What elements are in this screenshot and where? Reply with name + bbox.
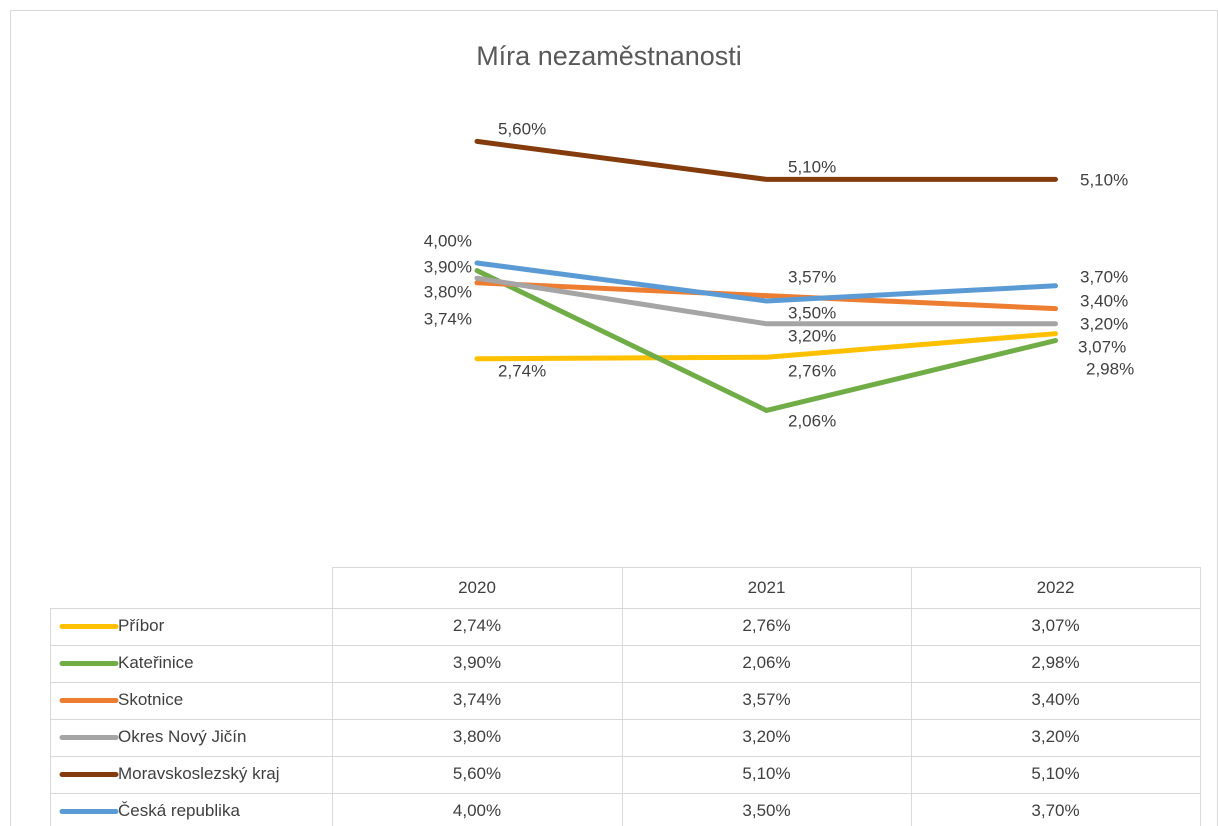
chart-frame [10,10,1218,826]
chart-title: Míra nezaměstnanosti [476,41,742,71]
data-label: 5,10% [1080,170,1128,189]
data-label: 2,98% [1086,359,1134,378]
table-cell: 3,20% [1031,727,1079,746]
data-label: 3,07% [1078,337,1126,356]
table-cell: 3,90% [453,653,501,672]
table-cell: 3,74% [453,690,501,709]
data-label: 2,06% [788,411,836,430]
data-label: 3,50% [788,303,836,322]
line-series [474,260,1058,304]
legend-label: Skotnice [118,690,183,709]
data-label: 2,76% [788,361,836,380]
table-cell: 3,57% [742,690,790,709]
data-label: 5,60% [498,119,546,138]
table-cell: 3,70% [1031,801,1079,820]
data-label: 3,20% [788,326,836,345]
data-label: 4,00% [424,231,472,250]
line-series [474,138,1058,182]
table-cell: 2,98% [1031,653,1079,672]
table-cell: 4,00% [453,801,501,820]
legend-label: Okres Nový Jičín [118,727,246,746]
legend-label: Moravskoslezský kraj [118,764,280,783]
data-label: 3,40% [1080,291,1128,310]
table-cell: 3,50% [742,801,790,820]
table-cell: 2,76% [742,616,790,635]
table-cell: 5,60% [453,764,501,783]
legend-label: Kateřinice [118,653,194,672]
data-label: 5,10% [788,157,836,176]
line-series [474,280,1058,312]
table-cell: 2,74% [453,616,501,635]
x-tick-label: 2020 [458,578,496,597]
table-cell: 3,20% [742,727,790,746]
table-cell: 2,06% [742,653,790,672]
table-cell: 3,80% [453,727,501,746]
data-label: 3,70% [1080,267,1128,286]
table-cell: 3,07% [1031,616,1079,635]
data-label: 2,74% [498,361,546,380]
line-series [474,268,1058,413]
line-series [474,331,1058,362]
data-label: 3,57% [788,267,836,286]
table-cell: 5,10% [742,764,790,783]
data-label: 3,90% [424,257,472,276]
x-tick-label: 2021 [748,578,786,597]
data-label: 3,74% [424,309,472,328]
data-label: 3,80% [424,282,472,301]
x-tick-label: 2022 [1037,578,1075,597]
table-cell: 3,40% [1031,690,1079,709]
data-label: 3,20% [1080,314,1128,333]
legend-label: Příbor [118,616,165,635]
table-cell: 5,10% [1031,764,1079,783]
legend-label: Česká republika [118,801,240,820]
line-series [474,275,1058,327]
